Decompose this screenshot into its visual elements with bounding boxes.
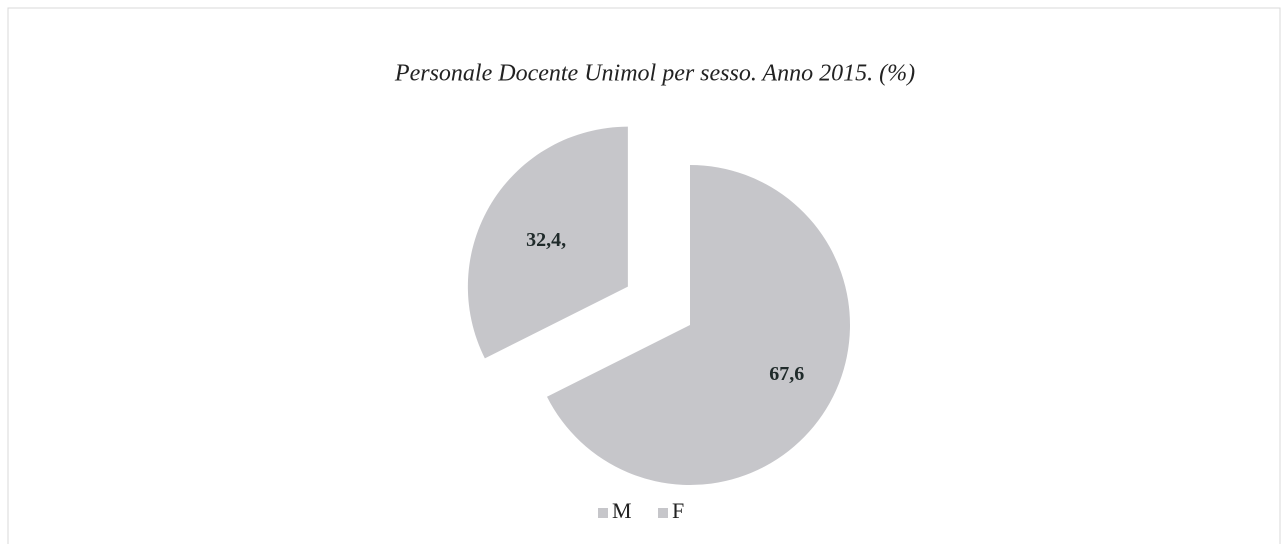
legend-swatch [598,508,608,518]
data-label: 32,4, [526,229,566,251]
legend-label: F [672,498,684,523]
data-label: 67,6 [769,363,804,385]
chart-title: Personale Docente Unimol per sesso. Anno… [394,61,915,87]
pie-slice [546,165,850,485]
legend-swatch [658,508,668,518]
legend-label: M [612,498,632,523]
chart-frame [7,7,1281,544]
pie-slice [467,126,628,359]
